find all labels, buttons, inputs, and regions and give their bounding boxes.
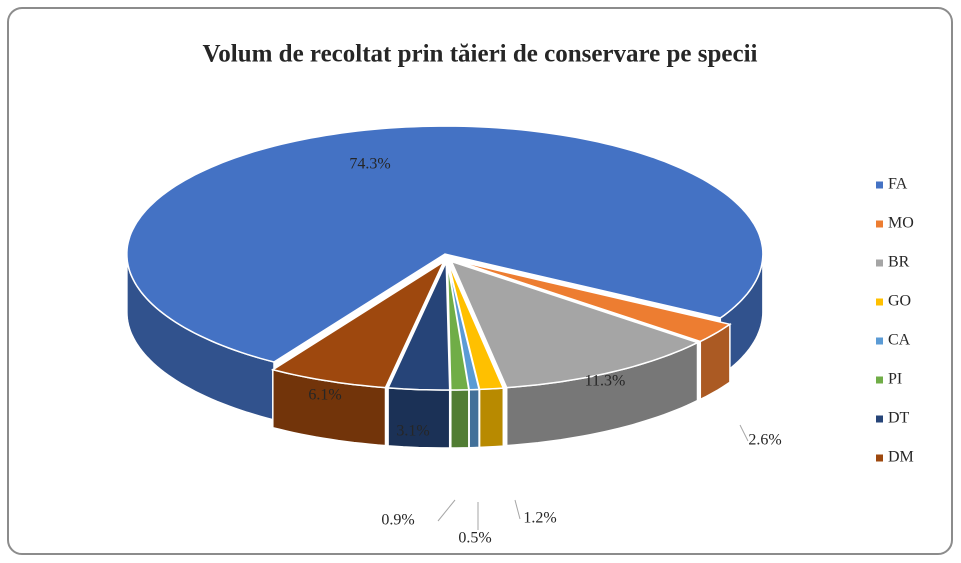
legend-swatch xyxy=(876,220,883,228)
data-label: 6.1% xyxy=(308,387,341,404)
slice xyxy=(386,261,451,391)
slice-side xyxy=(468,388,480,449)
data-label: 3.1% xyxy=(396,423,429,440)
leader-line xyxy=(514,499,521,520)
legend-swatch xyxy=(876,298,883,306)
data-label: 74.3% xyxy=(349,156,390,173)
data-label: 0.9% xyxy=(381,512,414,529)
legend-label: FA xyxy=(888,176,908,193)
slice xyxy=(450,260,700,389)
legend-swatch xyxy=(876,376,883,384)
legend-label: MO xyxy=(888,215,914,232)
legend-label: DT xyxy=(888,410,910,427)
slice xyxy=(446,261,470,391)
data-label: 1.2% xyxy=(523,510,556,527)
data-label: 0.5% xyxy=(458,530,491,547)
legend-label: CA xyxy=(888,332,911,349)
slice-side xyxy=(450,389,470,449)
legend-swatch xyxy=(876,337,883,345)
legend-swatch xyxy=(876,181,883,189)
leader-line xyxy=(437,499,456,522)
legend-label: DM xyxy=(888,449,914,466)
legend-label: GO xyxy=(888,293,911,310)
slice-side xyxy=(478,387,505,449)
slice xyxy=(454,259,732,343)
chart-title: Volum de recoltat prin tăieri de conserv… xyxy=(202,41,757,68)
data-label: 2.6% xyxy=(748,432,781,449)
legend-label: BR xyxy=(888,254,910,271)
legend-swatch xyxy=(876,259,883,267)
slice xyxy=(126,125,764,363)
legend-swatch xyxy=(876,415,883,423)
slice xyxy=(270,259,446,389)
legend-label: PI xyxy=(888,371,902,388)
legend-swatch xyxy=(876,454,883,462)
leader-line xyxy=(739,424,749,442)
data-label: 11.3% xyxy=(585,373,626,390)
